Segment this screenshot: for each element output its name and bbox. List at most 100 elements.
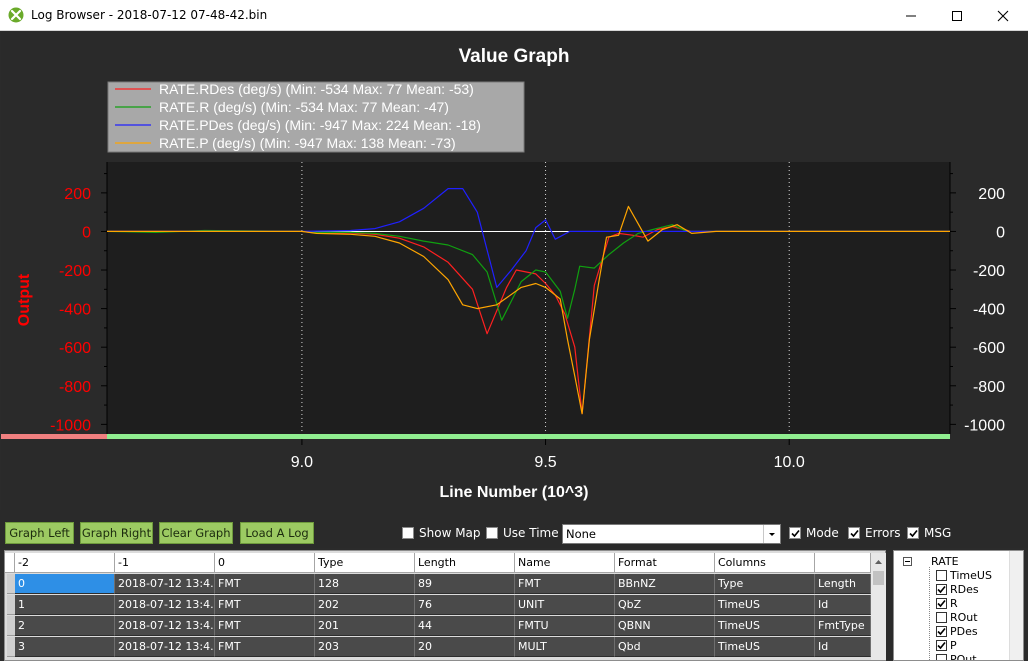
- tree-root-rate[interactable]: RATE: [931, 555, 959, 568]
- table-cell[interactable]: 202: [315, 595, 415, 615]
- table-cell[interactable]: TimeUS: [715, 637, 815, 657]
- show-map-checkbox[interactable]: Show Map: [402, 525, 482, 541]
- table-cell[interactable]: Length: [815, 574, 871, 594]
- table-cell[interactable]: MULT: [515, 637, 615, 657]
- close-button[interactable]: [980, 0, 1026, 31]
- table-cell[interactable]: 128: [315, 574, 415, 594]
- collapse-icon[interactable]: [903, 557, 912, 566]
- table-corner[interactable]: [5, 553, 15, 573]
- series-line-1[interactable]: [106, 224, 950, 321]
- checkbox-box[interactable]: [936, 612, 947, 623]
- tree-item-timeus[interactable]: TimeUS: [936, 569, 1006, 583]
- checkbox-box[interactable]: [936, 598, 947, 609]
- graph-right-button[interactable]: Graph Right: [80, 522, 153, 544]
- tree-item-r[interactable]: R: [936, 597, 1006, 611]
- maximize-button[interactable]: [934, 0, 980, 31]
- checkbox-box[interactable]: [848, 527, 860, 539]
- chevron-down-icon[interactable]: [763, 525, 780, 543]
- tree-item-rdes[interactable]: RDes: [936, 583, 1006, 597]
- table-cell[interactable]: UNIT: [515, 595, 615, 615]
- table-cell[interactable]: 0: [15, 574, 115, 594]
- table-cell[interactable]: 89: [415, 574, 515, 594]
- plot-area[interactable]: [107, 162, 950, 434]
- graph-canvas[interactable]: Value Graph 200 200 0 0 -200 -200 -400 -400 -600 -…: [1, 32, 1027, 510]
- table-cell[interactable]: TimeUS: [715, 595, 815, 615]
- col-header-0[interactable]: 0: [215, 553, 315, 573]
- table-cell[interactable]: FMTU: [515, 616, 615, 636]
- col-header-minus1[interactable]: -1: [115, 553, 215, 573]
- row-header[interactable]: [7, 637, 15, 657]
- table-scrollbar[interactable]: [871, 553, 886, 660]
- table-cell[interactable]: 2018-07-12 13:4...: [115, 595, 215, 615]
- table-cell[interactable]: FMT: [215, 574, 315, 594]
- message-type-dropdown[interactable]: None: [562, 524, 781, 544]
- table-cell[interactable]: FMT: [215, 637, 315, 657]
- table-cell[interactable]: FmtType: [815, 616, 871, 636]
- series-line-2[interactable]: [107, 188, 950, 288]
- table-cell[interactable]: 2018-07-12 13:4...: [115, 637, 215, 657]
- table-cell[interactable]: 203: [315, 637, 415, 657]
- value-graph[interactable]: Value Graph 200 200 0 0 -200 -200 -400 -400 -600 -…: [1, 32, 1027, 510]
- checkbox-box[interactable]: [936, 654, 947, 660]
- col-header-name[interactable]: Name: [515, 553, 615, 573]
- tree-item-label: P: [950, 639, 957, 652]
- table-cell[interactable]: 2018-07-12 13:4...: [115, 616, 215, 636]
- table-cell[interactable]: Id: [815, 637, 871, 657]
- table-cell[interactable]: 1: [15, 595, 115, 615]
- load-log-button[interactable]: Load A Log: [240, 522, 314, 544]
- checkbox-box[interactable]: [789, 527, 801, 539]
- log-table[interactable]: -2 -1 0 Type Length Name Format Columns 0 2018-07…: [4, 550, 886, 661]
- minimize-button[interactable]: [888, 0, 934, 31]
- row-header[interactable]: [7, 616, 15, 636]
- table-cell[interactable]: QbZ: [615, 595, 715, 615]
- tree-item-rout[interactable]: ROut: [936, 611, 1006, 625]
- msg-checkbox[interactable]: MSG: [907, 525, 952, 541]
- table-cell[interactable]: 76: [415, 595, 515, 615]
- table-cell[interactable]: 44: [415, 616, 515, 636]
- table-cell[interactable]: Type: [715, 574, 815, 594]
- table-cell[interactable]: 2: [15, 616, 115, 636]
- tree-scrollbar[interactable]: [1009, 551, 1023, 660]
- row-header[interactable]: [7, 595, 15, 615]
- series-line-3[interactable]: [107, 205, 950, 415]
- checkbox-box[interactable]: [907, 527, 919, 539]
- table-cell[interactable]: BBnNZ: [615, 574, 715, 594]
- col-header-extra[interactable]: [815, 553, 871, 573]
- clear-graph-button[interactable]: Clear Graph: [159, 522, 233, 544]
- tree-item-p[interactable]: P: [936, 639, 1006, 653]
- use-time-checkbox[interactable]: Use Time: [486, 525, 561, 541]
- table-cell[interactable]: FMT: [215, 616, 315, 636]
- checkbox-box[interactable]: [936, 640, 947, 651]
- table-cell[interactable]: Qbd: [615, 637, 715, 657]
- row-header[interactable]: [7, 574, 15, 594]
- table-cell[interactable]: FMT: [215, 595, 315, 615]
- col-header-type[interactable]: Type: [315, 553, 415, 573]
- mode-checkbox[interactable]: Mode: [789, 525, 839, 541]
- table-cell[interactable]: TimeUS: [715, 616, 815, 636]
- graph-left-button[interactable]: Graph Left: [5, 522, 74, 544]
- col-header-minus2[interactable]: -2: [15, 553, 115, 573]
- checkbox-box[interactable]: [402, 527, 414, 539]
- scrollbar-thumb[interactable]: [873, 571, 884, 585]
- table-cell[interactable]: 201: [315, 616, 415, 636]
- checkbox-box[interactable]: [486, 527, 498, 539]
- table-cell[interactable]: 2018-07-12 13:4...: [115, 574, 215, 594]
- tree-item-pdes[interactable]: PDes: [936, 625, 1006, 639]
- errors-checkbox[interactable]: Errors: [848, 525, 903, 541]
- y-tick-label-left: -600: [59, 340, 91, 357]
- table-cell[interactable]: FMT: [515, 574, 615, 594]
- y-tick-label-left: -200: [59, 263, 91, 280]
- col-header-length[interactable]: Length: [415, 553, 515, 573]
- table-cell[interactable]: Id: [815, 595, 871, 615]
- tree-item-pout[interactable]: POut: [936, 653, 1006, 660]
- table-cell[interactable]: 3: [15, 637, 115, 657]
- checkbox-box[interactable]: [936, 626, 947, 637]
- table-cell[interactable]: QBNN: [615, 616, 715, 636]
- table-cell[interactable]: 20: [415, 637, 515, 657]
- col-header-columns[interactable]: Columns: [715, 553, 815, 573]
- checkbox-box[interactable]: [936, 570, 947, 581]
- checkbox-box[interactable]: [936, 584, 947, 595]
- scroll-up-icon[interactable]: [871, 555, 886, 569]
- field-tree[interactable]: RATE TimeUS RDes R ROut PDes P POut: [893, 550, 1024, 661]
- col-header-format[interactable]: Format: [615, 553, 715, 573]
